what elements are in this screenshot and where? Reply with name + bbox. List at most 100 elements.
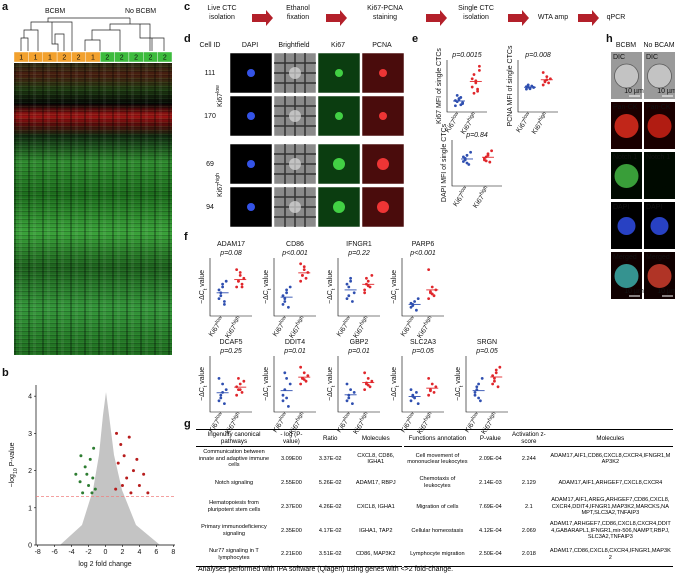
cell (247, 69, 255, 77)
text-part: 10 (13, 468, 19, 474)
dot (413, 396, 416, 400)
panel-label: f (184, 231, 188, 243)
text-part: value (327, 270, 334, 289)
header-cell: Molecules (547, 429, 673, 448)
dot (490, 149, 493, 153)
volcano-point (88, 457, 92, 461)
column-label: 2 (134, 55, 138, 62)
text-part: low (214, 315, 224, 325)
x-tick-label: Ki67low (334, 315, 354, 338)
axes (209, 356, 252, 413)
group-label: Ki67high (215, 173, 224, 197)
dot (285, 377, 288, 380)
dot (474, 81, 478, 85)
dot (472, 91, 476, 95)
cell: IGHA1, TAP2 (359, 527, 393, 534)
y-axis-title: −ΔCt value (263, 367, 273, 401)
cell: Migration of cells (416, 503, 459, 510)
dot (491, 374, 495, 377)
dot (486, 153, 490, 157)
dot (302, 265, 306, 269)
cell (333, 201, 345, 213)
header-cell: Molecules (349, 429, 402, 448)
dot (304, 379, 308, 383)
x-tick-label: Ki67high (471, 185, 492, 210)
dot (457, 97, 461, 100)
y-axis-title: −ΔCt value (327, 270, 337, 304)
dot (470, 77, 474, 81)
axes (209, 258, 252, 317)
dot (455, 93, 459, 97)
dot (238, 388, 242, 391)
volcano-point (90, 491, 94, 495)
dot (240, 282, 244, 286)
dot (416, 402, 420, 405)
text-part: −ΔC (199, 387, 206, 401)
text-part: high (231, 411, 242, 423)
stain-label: DAPI (646, 204, 662, 211)
column-header: No BCAM (643, 42, 674, 49)
header-cell: P-value (470, 429, 510, 448)
x-tick-label: 8 (171, 549, 175, 556)
workflow-step: Ki67-PCNA (367, 5, 403, 12)
table-box: Ingenuity canonical pathways - log (P-val… (196, 429, 402, 568)
cell (614, 63, 639, 89)
text-part: −ΔC (455, 387, 462, 401)
dot (235, 393, 239, 397)
dot (366, 284, 370, 288)
dot (285, 288, 288, 292)
volcano-cloud (60, 392, 160, 545)
workflow-step: WTA amp (538, 14, 568, 21)
text-part: t (331, 288, 337, 290)
workflow-step: Live CTC (207, 5, 236, 12)
text-part: −ΔC (263, 290, 270, 304)
x-tick-label: Ki67low (206, 315, 226, 338)
y-tick-label: 3 (28, 431, 32, 438)
cell: Cell movement of mononuclear leukocytes (407, 452, 468, 465)
cell: 2.55E00 (281, 479, 302, 486)
text-part: low (451, 111, 461, 121)
dot (242, 379, 246, 383)
scale-bar-label: 10 µm (624, 288, 644, 295)
x-tick-label: Ki67high (529, 111, 550, 136)
cell: 2.1 (524, 503, 533, 510)
dot (409, 399, 413, 403)
volcano-point (120, 483, 124, 487)
column-header: PCNA (372, 42, 392, 49)
y-axis-title: −log10 P-value (9, 442, 19, 487)
dot (302, 371, 306, 375)
plot-title: IFNGR1 (346, 241, 372, 248)
text-part: t (395, 288, 401, 290)
cell (289, 67, 301, 79)
text-part: Ki67 (217, 93, 224, 107)
column-label: 2 (77, 55, 81, 62)
scale-bar-label: 10 µm (657, 88, 675, 95)
p-value: p=0.84 (465, 132, 488, 139)
text-part: value (199, 270, 206, 289)
cell (335, 69, 343, 77)
text-part: −ΔC (391, 290, 398, 304)
dot (217, 399, 221, 403)
dot (427, 393, 431, 397)
p-value: p=0.0015 (451, 52, 481, 59)
text-part: high (466, 111, 477, 123)
dot (283, 297, 287, 300)
axes (273, 356, 316, 413)
cell: Nur77 signaling in T lymphocytes (209, 548, 259, 561)
dot (299, 365, 303, 369)
volcano-point (79, 454, 83, 458)
volcano-point (93, 487, 97, 491)
volcano-point (83, 465, 87, 469)
cell: ADAM17,AIF1,ARHGEF7,CXCL8,CXCR4 (558, 479, 663, 486)
dot (470, 85, 474, 89)
dot (366, 377, 370, 380)
dot (221, 282, 225, 286)
column-header: Cell ID (199, 42, 220, 49)
workflow-arrows (252, 10, 599, 26)
row: Notch signaling 2.55E00 5.26E-02 ADAM17, RB… (196, 471, 402, 495)
dot (345, 382, 349, 386)
cell (247, 160, 255, 168)
cell (614, 164, 639, 188)
plot-title: PARP6 (412, 241, 435, 248)
dot (285, 396, 288, 400)
